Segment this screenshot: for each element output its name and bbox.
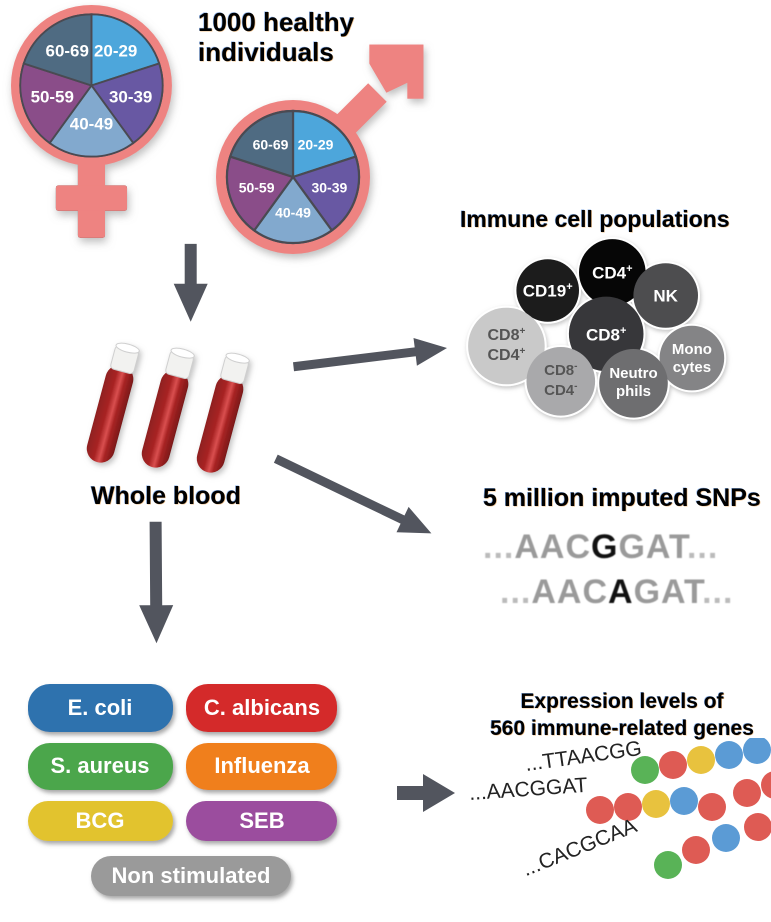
- svg-text:CD8-: CD8-: [544, 361, 577, 379]
- svg-text:Mono: Mono: [672, 341, 712, 358]
- svg-text:SEB: SEB: [239, 808, 284, 833]
- svg-text:cytes: cytes: [673, 359, 711, 376]
- svg-text:BCG: BCG: [76, 808, 125, 833]
- svg-text:Influenza: Influenza: [214, 753, 310, 778]
- svg-text:phils: phils: [616, 383, 651, 400]
- svg-text:Non stimulated: Non stimulated: [112, 863, 271, 888]
- svg-text:C. albicans: C. albicans: [204, 695, 320, 720]
- svg-text:NK: NK: [653, 286, 678, 305]
- svg-text:Neutro: Neutro: [609, 365, 657, 382]
- svg-text:E. coli: E. coli: [68, 695, 133, 720]
- svg-text:CD19+: CD19+: [523, 281, 573, 301]
- svg-text:S. aureus: S. aureus: [50, 753, 149, 778]
- svg-text:CD4-: CD4-: [544, 381, 577, 399]
